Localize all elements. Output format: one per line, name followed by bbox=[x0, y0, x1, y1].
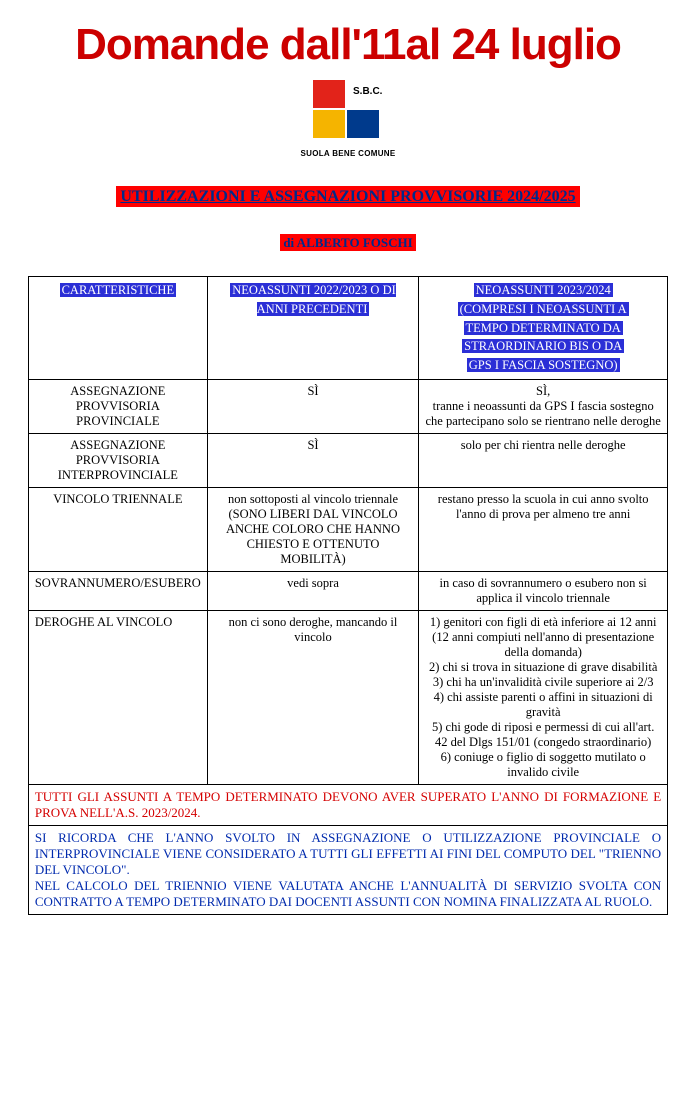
table-row: ASSEGNAZIONE PROVVISORIA INTERPROVINCIAL… bbox=[28, 433, 667, 487]
cell-deroghe: 1) genitori con figli di età inferiore a… bbox=[419, 610, 668, 784]
header-text: NEOASSUNTI 2023/2024 bbox=[474, 283, 613, 297]
cell: SÌ bbox=[207, 379, 418, 433]
logo: S.B.C. SUOLA BENE COMUNE bbox=[0, 80, 696, 158]
table-row: ASSEGNAZIONE PROVVISORIA PROVINCIALE SÌ … bbox=[28, 379, 667, 433]
row-label: DEROGHE AL VINCOLO bbox=[28, 610, 207, 784]
cell: vedi sopra bbox=[207, 571, 418, 610]
header-neoassunti-2022: NEOASSUNTI 2022/2023 O DI ANNI PRECEDENT… bbox=[207, 277, 418, 380]
cell: solo per chi rientra nelle deroghe bbox=[419, 433, 668, 487]
section-title: UTILIZZAZIONI E ASSEGNAZIONI PROVVISORIE… bbox=[116, 186, 579, 207]
logo-square-blue bbox=[347, 110, 379, 138]
header-neoassunti-2023: NEOASSUNTI 2023/2024 (COMPRESI I NEOASSU… bbox=[419, 277, 668, 380]
logo-caption: SUOLA BENE COMUNE bbox=[0, 149, 696, 158]
row-label: ASSEGNAZIONE PROVVISORIA PROVINCIALE bbox=[28, 379, 207, 433]
cell: restano presso la scuola in cui anno svo… bbox=[419, 487, 668, 571]
note-red: TUTTI GLI ASSUNTI A TEMPO DETERMINATO DE… bbox=[28, 785, 668, 826]
table-header-row: CARATTERISTICHE NEOASSUNTI 2022/2023 O D… bbox=[28, 277, 667, 380]
cell: SÌ,tranne i neoassunti da GPS I fascia s… bbox=[419, 379, 668, 433]
cell: in caso di sovrannumero o esubero non si… bbox=[419, 571, 668, 610]
cell: non ci sono deroghe, mancando il vincolo bbox=[207, 610, 418, 784]
header-text: GPS I FASCIA SOSTEGNO) bbox=[467, 358, 620, 372]
table-row: SOVRANNUMERO/ESUBERO vedi sopra in caso … bbox=[28, 571, 667, 610]
table-row: DEROGHE AL VINCOLO non ci sono deroghe, … bbox=[28, 610, 667, 784]
logo-abbrev: S.B.C. bbox=[353, 86, 382, 97]
cell: non sottoposti al vincolo triennale (SON… bbox=[207, 487, 418, 571]
header-caratteristiche: CARATTERISTICHE bbox=[28, 277, 207, 380]
author: di ALBERTO FOSCHI bbox=[280, 234, 415, 251]
header-text: STRAORDINARIO BIS O DA bbox=[462, 339, 624, 353]
row-label: VINCOLO TRIENNALE bbox=[28, 487, 207, 571]
logo-square-red bbox=[313, 80, 345, 108]
logo-square-yellow bbox=[313, 110, 345, 138]
main-title: Domande dall'11al 24 luglio bbox=[0, 0, 696, 80]
header-text: TEMPO DETERMINATO DA bbox=[464, 321, 623, 335]
header-text: CARATTERISTICHE bbox=[60, 283, 177, 297]
comparison-table: CARATTERISTICHE NEOASSUNTI 2022/2023 O D… bbox=[28, 276, 668, 785]
logo-squares: S.B.C. bbox=[313, 80, 383, 140]
row-label: SOVRANNUMERO/ESUBERO bbox=[28, 571, 207, 610]
row-label: ASSEGNAZIONE PROVVISORIA INTERPROVINCIAL… bbox=[28, 433, 207, 487]
table-row: VINCOLO TRIENNALE non sottoposti al vinc… bbox=[28, 487, 667, 571]
note-blue: SI RICORDA CHE L'ANNO SVOLTO IN ASSEGNAZ… bbox=[28, 826, 668, 915]
cell: SÌ bbox=[207, 433, 418, 487]
header-text: (COMPRESI I NEOASSUNTI A bbox=[458, 302, 629, 316]
header-text: NEOASSUNTI 2022/2023 O DI ANNI PRECEDENT… bbox=[230, 283, 396, 316]
